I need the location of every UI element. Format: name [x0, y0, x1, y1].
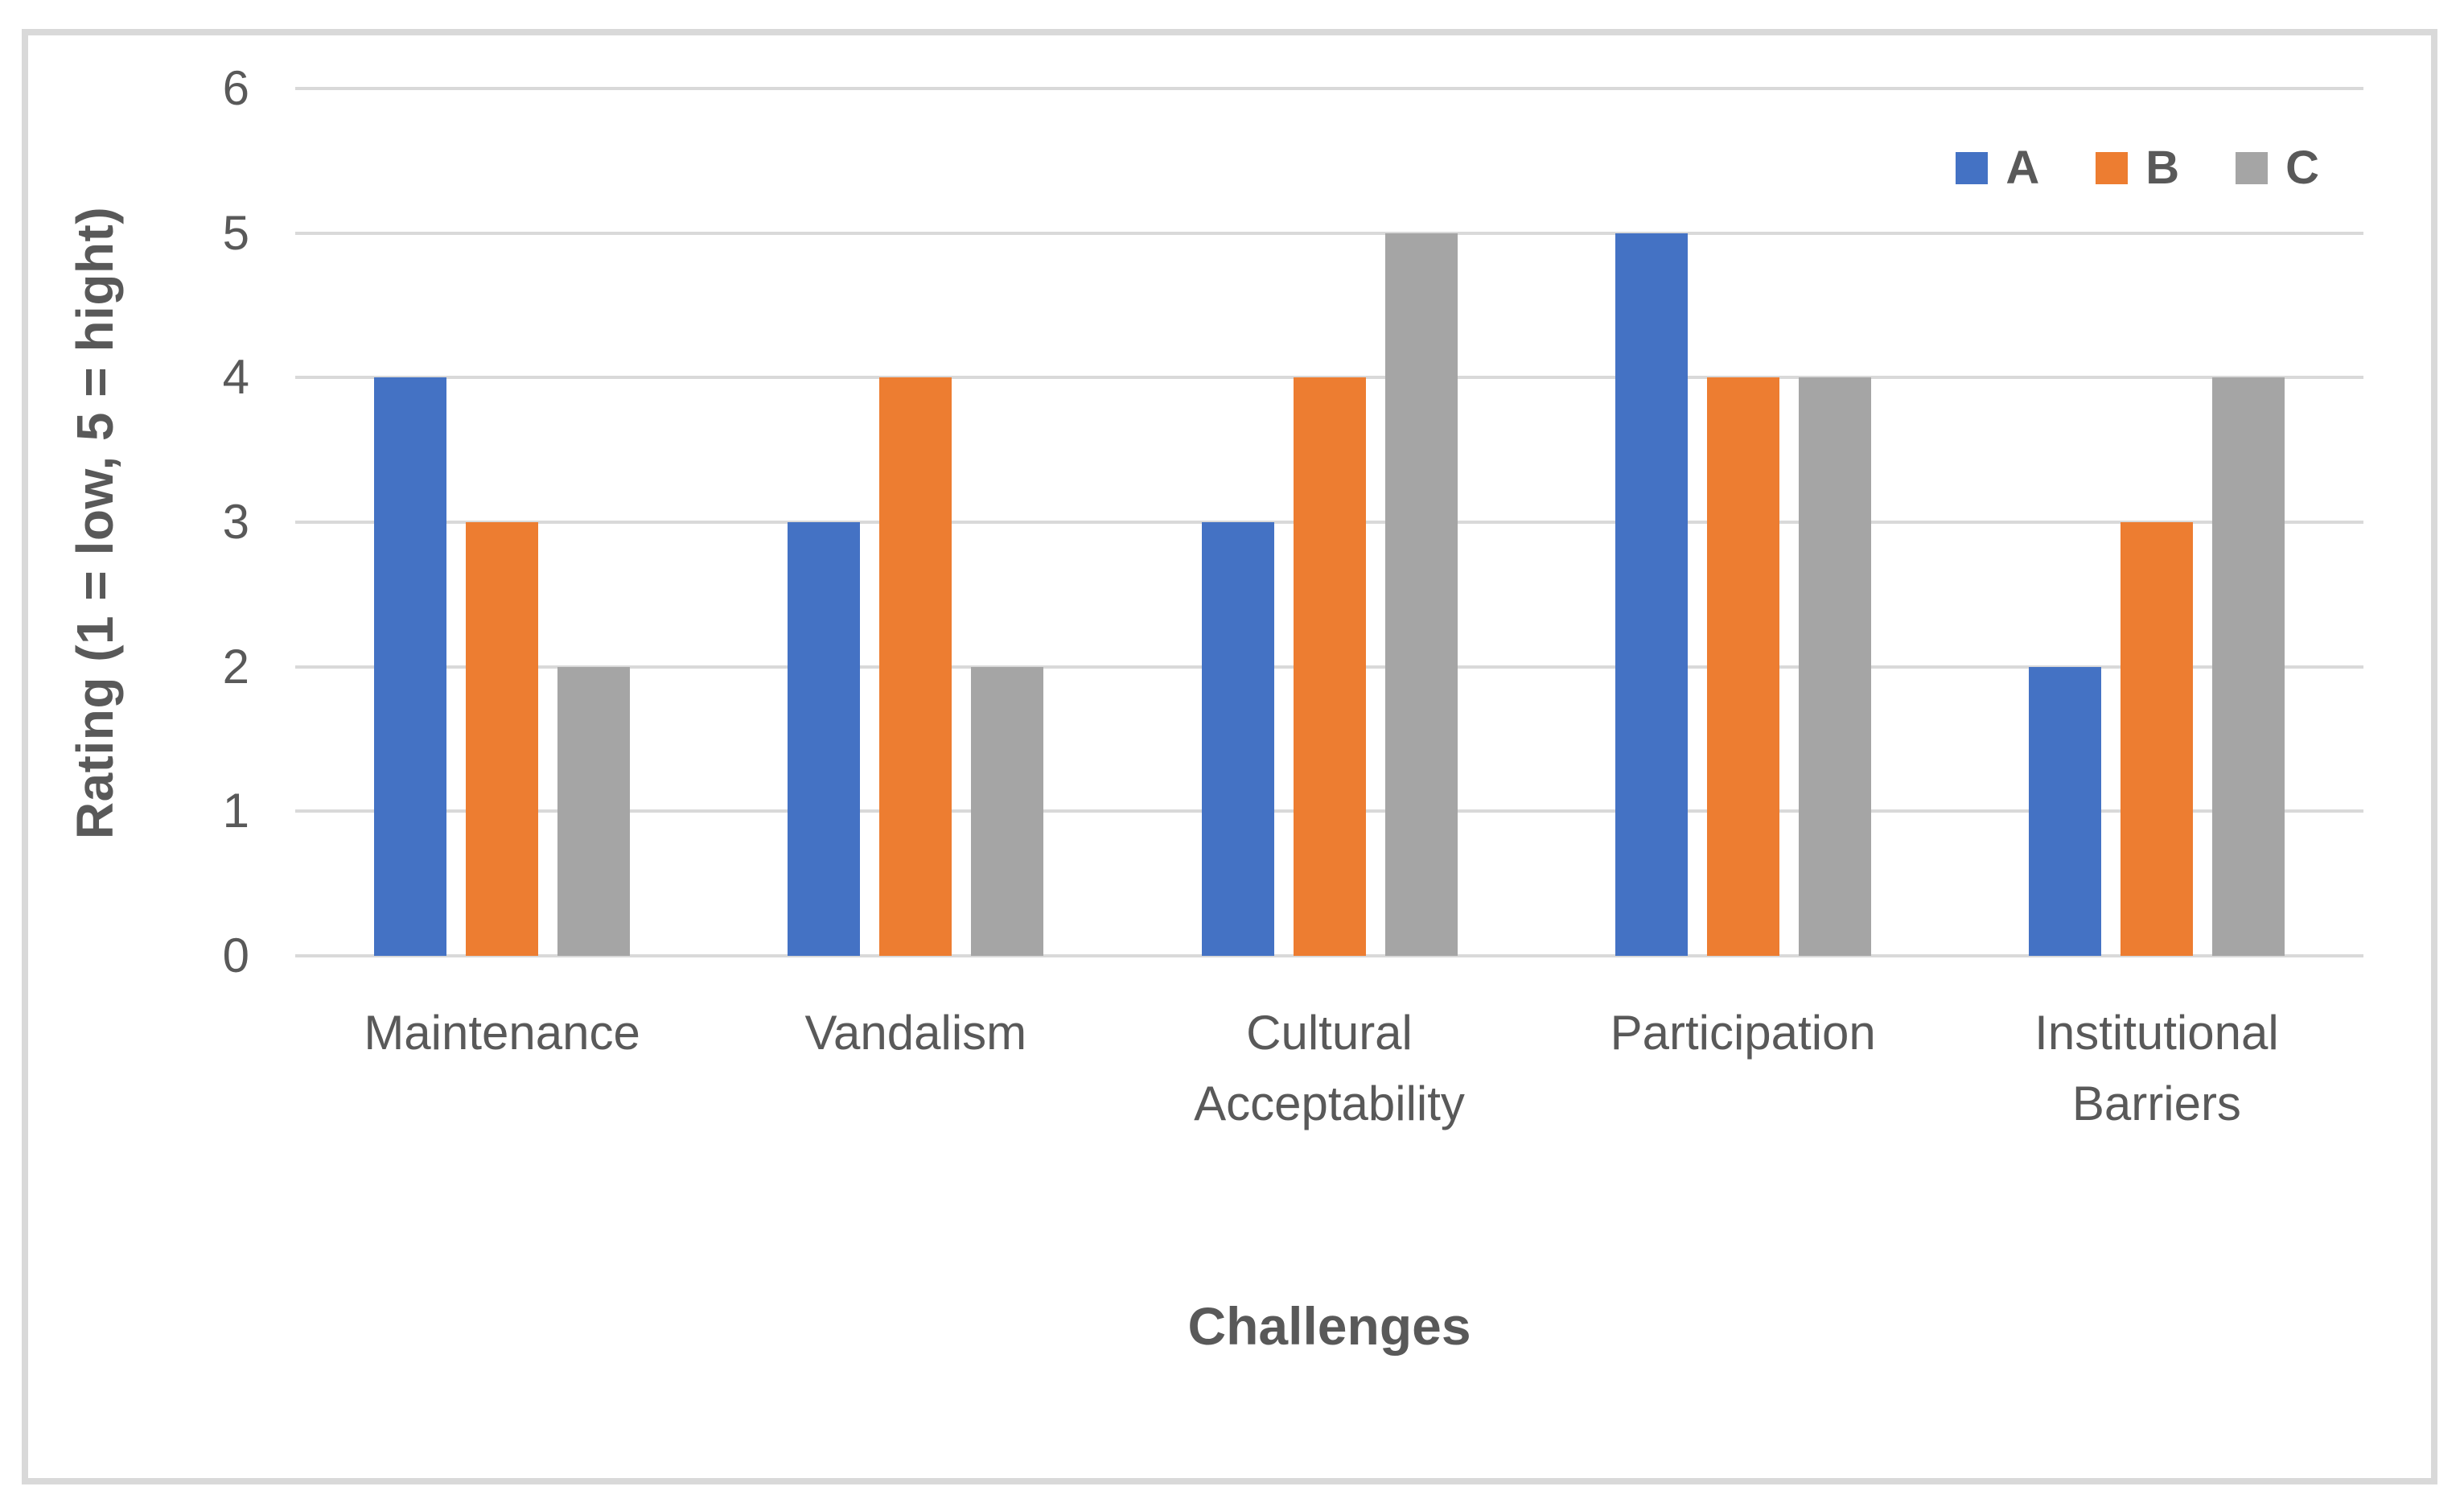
bar-group: [709, 89, 1122, 956]
legend-swatch-icon: [2096, 152, 2129, 184]
category-label: Vandalism: [804, 1006, 1027, 1060]
bar-groups: [295, 89, 2363, 956]
bar-B: [879, 377, 952, 956]
y-axis-ticks: 0 1 2 3 4 5 6: [0, 64, 249, 980]
gridline: [295, 231, 2363, 235]
legend: A B C: [1956, 145, 2319, 191]
category-label: Institutional Barriers: [2034, 1006, 2279, 1130]
gridline: [295, 87, 2363, 90]
bar-B: [2120, 522, 2193, 956]
x-axis-category-labels: Maintenance Vandalism Cultural Acceptabili…: [295, 998, 2363, 1139]
y-tick-label: 4: [222, 350, 249, 405]
category-label: Maintenance: [364, 1006, 640, 1060]
chart-border: [22, 29, 2437, 1484]
bar-C: [971, 666, 1044, 956]
legend-swatch-icon: [2236, 152, 2269, 184]
y-tick-label: 0: [222, 928, 249, 982]
bar-B: [1706, 377, 1779, 956]
plot-area: A B C: [295, 87, 2363, 957]
bar-C: [557, 666, 631, 956]
y-tick-label: 6: [222, 61, 249, 115]
legend-item-C: C: [2236, 145, 2319, 191]
legend-label: C: [2285, 142, 2319, 194]
legend-label: B: [2145, 142, 2180, 194]
category-label: Participation: [1610, 1006, 1876, 1060]
legend-swatch-icon: [1956, 152, 1989, 184]
y-tick-label: 2: [222, 639, 249, 694]
bar-C: [1384, 233, 1458, 956]
bar-B: [466, 522, 539, 956]
bar-group: [1122, 89, 1536, 956]
bar-A: [374, 377, 447, 956]
bar-C: [2211, 377, 2285, 956]
gridline: [295, 376, 2363, 380]
legend-item-A: A: [1956, 145, 2039, 191]
legend-label: A: [2005, 142, 2040, 194]
bar-B: [1293, 377, 1366, 956]
bar-group: [1950, 89, 2363, 956]
y-tick-label: 1: [222, 784, 249, 838]
y-tick-label: 5: [222, 205, 249, 260]
bar-A: [788, 522, 861, 956]
bar-group: [295, 89, 709, 956]
bar-A: [1615, 233, 1688, 956]
category-label: Cultural Acceptability: [1194, 1006, 1465, 1130]
bar-A: [1201, 522, 1274, 956]
bar-C: [1798, 377, 1871, 956]
legend-item-B: B: [2096, 145, 2179, 191]
bar-group: [1536, 89, 1950, 956]
x-axis-title: Challenges: [1187, 1296, 1471, 1356]
y-tick-label: 3: [222, 495, 249, 549]
bar-A: [2028, 666, 2101, 956]
gridline: [295, 954, 2363, 957]
